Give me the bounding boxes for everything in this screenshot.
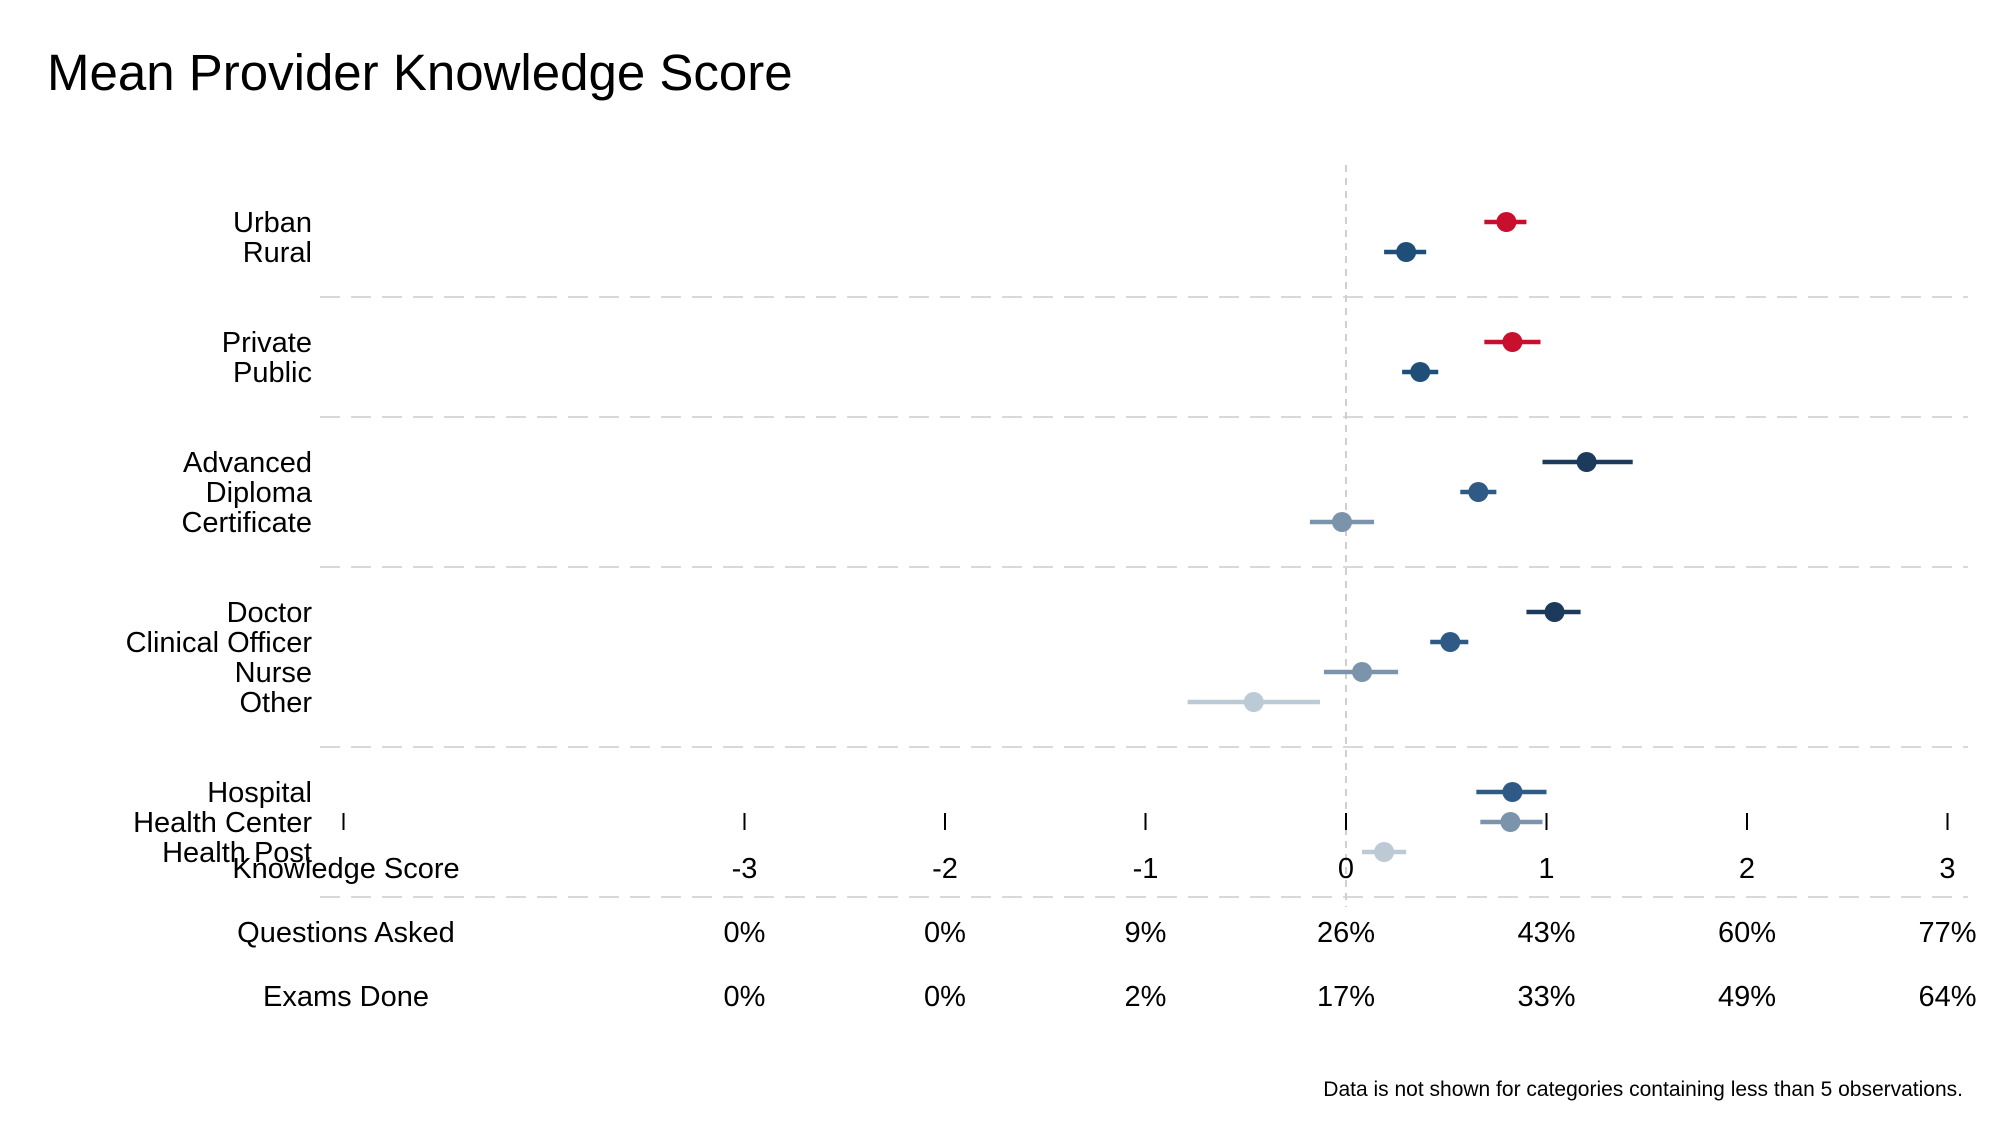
row-label: Public [233, 357, 312, 389]
table-cell: 64% [1918, 981, 1976, 1013]
row-label: Doctor [227, 597, 313, 629]
confidence-intervals [1187, 219, 1633, 855]
point-estimates [1243, 212, 1597, 862]
table-cell: 0% [724, 917, 766, 949]
table-cell: 0% [924, 917, 966, 949]
table-cell: 2% [1125, 981, 1167, 1013]
row-label: Diploma [206, 477, 313, 509]
table-cell: 43% [1517, 917, 1575, 949]
point-marker [1410, 362, 1431, 382]
axis-table: Knowledge Score -3 -2 -1 0 1 2 3 Questions Asked… [232, 853, 1976, 1013]
table-cell: -1 [1133, 853, 1159, 885]
row-label: Hospital [207, 777, 312, 809]
chart-title: Mean Provider Knowledge Score [47, 44, 793, 101]
table-row-label: Knowledge Score [232, 853, 459, 885]
point-marker [1468, 482, 1489, 502]
table-row-label: Exams Done [263, 981, 429, 1013]
table-cell: 0% [724, 981, 766, 1013]
row-label: Certificate [181, 507, 312, 539]
row-label: Other [239, 687, 312, 719]
table-row-label: Questions Asked [237, 917, 455, 949]
table-cell: 2 [1739, 853, 1755, 885]
table-cell: 0 [1338, 853, 1354, 885]
row-label: Urban [233, 207, 312, 239]
row-label: Private [222, 327, 312, 359]
row-label: Nurse [235, 657, 312, 689]
table-cell: -3 [732, 853, 758, 885]
point-marker [1374, 842, 1395, 862]
point-marker [1396, 242, 1417, 262]
point-marker [1544, 602, 1565, 622]
footnote: Data is not shown for categories contain… [1323, 1078, 1963, 1101]
point-marker [1331, 512, 1352, 532]
table-cell: 60% [1718, 917, 1776, 949]
table-cell: 3 [1939, 853, 1955, 885]
row-label: Rural [243, 237, 312, 269]
group-separators [320, 296, 1968, 898]
point-marker [1502, 332, 1523, 352]
point-marker [1440, 632, 1461, 652]
row-label: Health Center [133, 807, 312, 839]
row-label: Clinical Officer [126, 627, 313, 659]
point-marker [1500, 812, 1521, 832]
table-cell: 1 [1538, 853, 1554, 885]
row-label: Advanced [183, 447, 312, 479]
table-cell: -2 [932, 853, 958, 885]
row-label: Health Post [162, 837, 312, 869]
table-cell: 9% [1125, 917, 1167, 949]
x-axis-ticks [342, 813, 1949, 830]
point-marker [1496, 212, 1517, 232]
point-marker [1502, 782, 1523, 802]
table-cell: 17% [1317, 981, 1375, 1013]
table-cell: 0% [924, 981, 966, 1013]
table-cell: 49% [1718, 981, 1776, 1013]
point-marker [1352, 662, 1373, 682]
table-cell: 26% [1317, 917, 1375, 949]
point-marker [1576, 452, 1597, 472]
point-marker [1243, 692, 1264, 712]
table-cell: 33% [1517, 981, 1575, 1013]
table-cell: 77% [1918, 917, 1976, 949]
